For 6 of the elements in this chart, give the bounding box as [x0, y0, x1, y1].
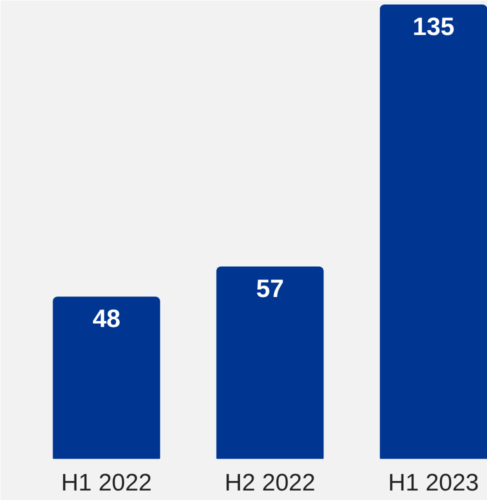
data-label: 57: [256, 274, 284, 303]
x-tick-label: H1 2022: [61, 470, 152, 496]
x-tick-label: H2 2022: [224, 470, 316, 496]
data-label: 48: [92, 305, 120, 334]
x-tick-label: H1 2023: [388, 470, 479, 496]
data-label: 135: [412, 13, 454, 42]
